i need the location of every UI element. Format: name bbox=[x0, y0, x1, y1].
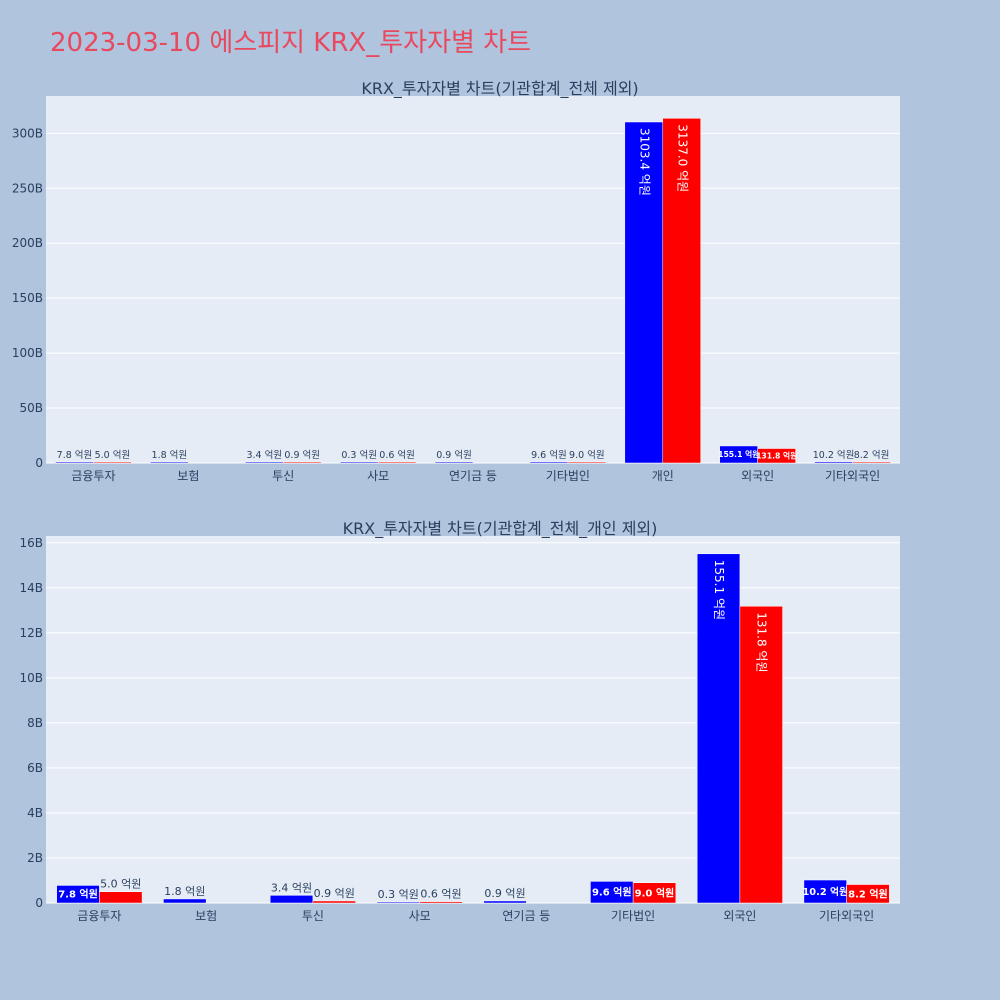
x-tick-label: 금융투자 bbox=[77, 909, 121, 923]
bar-sell bbox=[99, 891, 143, 904]
bar-buy bbox=[163, 898, 207, 904]
y-tick-label: 100B bbox=[12, 346, 43, 360]
y-tick-label: 0 bbox=[35, 896, 43, 910]
data-label: 0.9 억원 bbox=[284, 449, 320, 461]
data-label: 9.0 억원 bbox=[569, 449, 605, 461]
x-tick-label: 사모 bbox=[409, 909, 431, 923]
chart-2-figure: 0 2B 4B 6B 8B 10B 12B 14B 16B KRX_투자자별 차트(기관합계_전체… bbox=[19, 519, 900, 923]
bar-buy bbox=[150, 461, 189, 464]
x-tick-label: 개인 bbox=[652, 469, 674, 483]
y-tick-label: 0 bbox=[35, 456, 43, 470]
bar-sell bbox=[662, 118, 701, 464]
data-label: 155.1 억원 bbox=[718, 449, 759, 459]
chart-subtitle: KRX_투자자별 차트(기관합계_전체_개인 제외) bbox=[343, 519, 658, 539]
data-label: 7.8 억원 bbox=[57, 449, 93, 461]
bar-buy bbox=[245, 461, 284, 464]
bar-buy bbox=[55, 461, 94, 464]
x-tick-label: 외국인 bbox=[723, 909, 756, 923]
data-label: 0.9 억원 bbox=[436, 449, 472, 461]
bar-sell bbox=[632, 882, 677, 904]
data-label: 3103.4 억원 bbox=[637, 128, 651, 196]
data-label: 1.8 억원 bbox=[164, 885, 205, 898]
bar-sell bbox=[419, 901, 463, 904]
bar-sell bbox=[739, 605, 783, 904]
x-tick-label: 투신 bbox=[302, 909, 324, 923]
y-tick-label: 12B bbox=[19, 626, 43, 640]
page-title: 2023-03-10 에스피지 KRX_투자자별 차트 bbox=[50, 28, 532, 58]
x-tick-label: 투신 bbox=[272, 469, 294, 483]
bar-sell bbox=[567, 461, 607, 464]
data-label: 10.2 억원 bbox=[813, 449, 855, 461]
data-label: 3.4 억원 bbox=[246, 449, 282, 461]
bar-buy bbox=[529, 461, 569, 464]
data-label: 155.1 억원 bbox=[712, 560, 726, 620]
y-tick-label: 2B bbox=[27, 851, 43, 865]
data-label: 5.0 억원 bbox=[95, 449, 131, 461]
y-tick-label: 10B bbox=[19, 671, 43, 685]
x-tick-label: 보험 bbox=[177, 469, 199, 483]
x-tick-label: 기타법인 bbox=[611, 909, 655, 923]
bar-buy bbox=[269, 895, 314, 904]
data-label: 8.2 억원 bbox=[854, 449, 890, 461]
x-tick-label: 금융투자 bbox=[71, 469, 115, 483]
data-label: 0.9 억원 bbox=[484, 887, 525, 900]
data-label: 3137.0 억원 bbox=[675, 124, 689, 192]
x-tick-label: 연기금 등 bbox=[502, 909, 550, 923]
y-tick-label: 4B bbox=[27, 806, 43, 820]
y-tick-label: 150B bbox=[12, 291, 43, 305]
bar-buy bbox=[696, 553, 741, 904]
y-tick-label: 50B bbox=[19, 401, 43, 415]
y-tick-label: 200B bbox=[12, 236, 43, 250]
bar-buy bbox=[434, 461, 474, 464]
y-tick-label: 250B bbox=[12, 181, 43, 195]
x-tick-label: 기타법인 bbox=[546, 469, 590, 483]
bar-sell bbox=[757, 448, 796, 464]
plot-area bbox=[46, 96, 900, 463]
bar-buy bbox=[814, 461, 853, 464]
chart-1-figure: 0 50B 100B 150B 200B 250B 300B KRX_투자자별 차트(기관합계… bbox=[12, 79, 900, 483]
bar-sell bbox=[377, 461, 417, 464]
x-tick-label: 기타외국인 bbox=[819, 909, 874, 923]
bar-sell bbox=[282, 461, 322, 464]
x-tick-label: 연기금 등 bbox=[449, 469, 497, 483]
data-label: 9.6 억원 bbox=[531, 449, 567, 461]
data-label: 131.8 억원 bbox=[755, 612, 769, 672]
data-label: 1.8 억원 bbox=[152, 449, 188, 461]
x-tick-label: 사모 bbox=[367, 469, 389, 483]
bar-buy bbox=[624, 121, 664, 464]
y-tick-label: 6B bbox=[27, 761, 43, 775]
data-label: 7.8 억원 bbox=[58, 888, 98, 901]
data-label: 3.4 억원 bbox=[271, 881, 312, 894]
data-label: 0.3 억원 bbox=[378, 888, 419, 901]
bar-sell bbox=[852, 461, 891, 464]
data-label: 0.9 억원 bbox=[314, 887, 355, 900]
data-label: 0.6 억원 bbox=[379, 449, 415, 461]
bar-sell bbox=[93, 461, 132, 464]
y-tick-label: 300B bbox=[12, 126, 43, 140]
x-tick-label: 기타외국인 bbox=[825, 469, 880, 483]
x-tick-label: 외국인 bbox=[741, 469, 774, 483]
data-label: 8.2 억원 bbox=[848, 887, 888, 900]
data-label: 9.0 억원 bbox=[635, 886, 675, 899]
data-label: 10.2 억원 bbox=[802, 885, 848, 898]
data-label: 5.0 억원 bbox=[100, 878, 141, 891]
chart-subtitle: KRX_투자자별 차트(기관합계_전체 제외) bbox=[361, 79, 638, 99]
data-label: 9.6 억원 bbox=[592, 886, 632, 899]
bar-sell bbox=[846, 884, 890, 904]
y-tick-label: 14B bbox=[19, 581, 43, 595]
bar-sell bbox=[312, 900, 356, 904]
y-tick-label: 16B bbox=[19, 536, 43, 550]
y-tick-label: 8B bbox=[27, 716, 43, 730]
x-tick-label: 보험 bbox=[195, 909, 217, 923]
data-label: 0.6 억원 bbox=[420, 888, 461, 901]
bar-buy bbox=[483, 900, 527, 904]
data-label: 0.3 억원 bbox=[341, 449, 377, 461]
bar-buy bbox=[376, 901, 420, 904]
bar-buy bbox=[339, 461, 379, 464]
data-label: 131.8 억원 bbox=[756, 450, 797, 460]
